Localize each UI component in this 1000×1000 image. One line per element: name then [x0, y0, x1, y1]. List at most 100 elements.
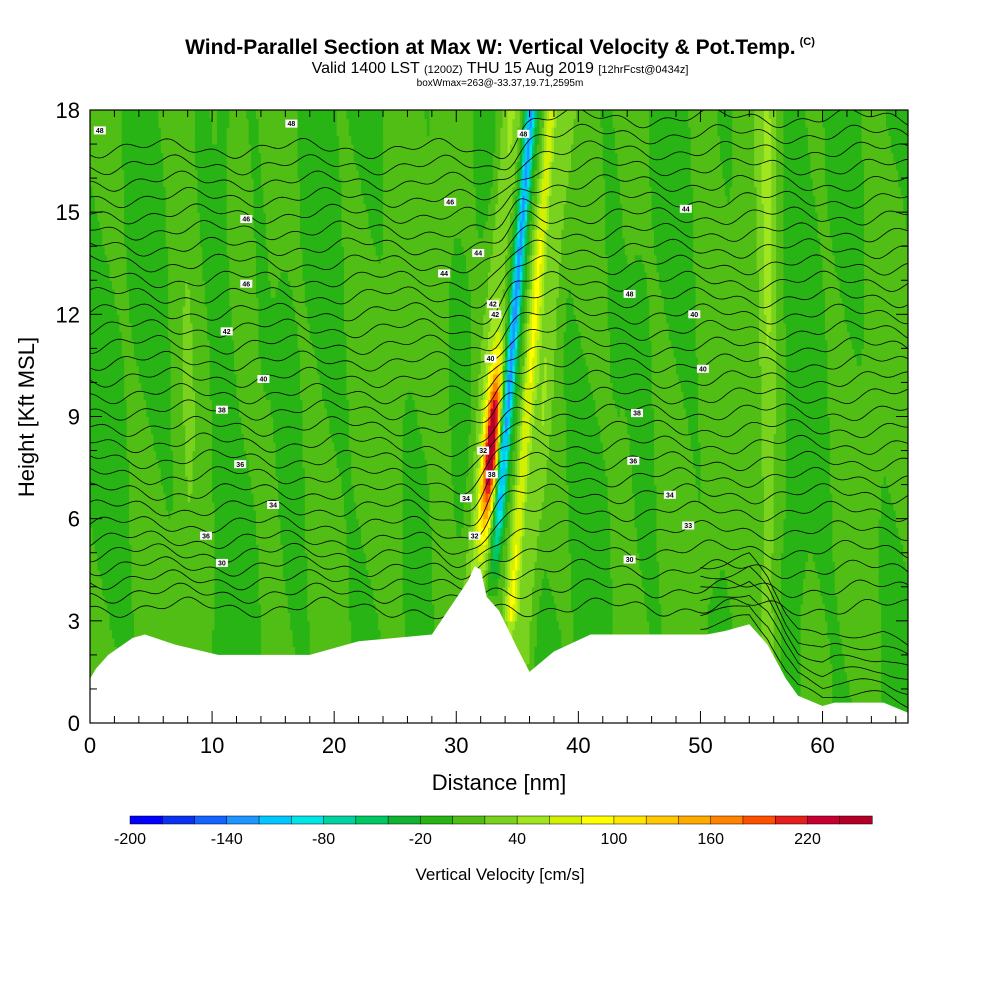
- contour-label: 40: [699, 366, 707, 373]
- contour-label-bg: [267, 501, 280, 509]
- contour-label: 42: [223, 329, 231, 336]
- contour-label: 36: [202, 533, 210, 540]
- forecast-info: [12hrFcst@0434z]: [598, 64, 688, 76]
- y-axis-label: Height [Kft MSL]: [14, 337, 39, 497]
- theta-contour: [90, 403, 908, 457]
- contour-label: 40: [487, 356, 495, 363]
- contour-label: 36: [629, 458, 637, 465]
- colorbar-swatch: [516, 815, 550, 825]
- colorbar-swatch: [258, 815, 292, 825]
- colorbar-swatch: [420, 815, 454, 825]
- theta-contour: [90, 157, 908, 209]
- theta-contour: [90, 386, 908, 437]
- contour-label: 33: [684, 523, 692, 530]
- contour-label: 46: [242, 217, 250, 224]
- box-wmax-info: boxWmax=263@-33.37,19.71,2595m: [0, 78, 1000, 89]
- contour-label-bg: [240, 215, 253, 223]
- contour-label-bg: [220, 327, 233, 336]
- x-tick-label: 30: [444, 733, 468, 758]
- contour-label: 48: [96, 128, 104, 135]
- terrain: [90, 566, 908, 723]
- theta-contours: [90, 110, 908, 708]
- contour-label: 46: [446, 200, 454, 207]
- chart-title: Wind-Parallel Section at Max W: Vertical…: [0, 36, 1000, 60]
- theta-contour: [90, 450, 908, 512]
- chart-title-text: Wind-Parallel Section at Max W: Vertical…: [185, 36, 796, 59]
- theta-contour: [700, 605, 908, 695]
- contour-label-bg: [623, 289, 636, 298]
- colorbar-tick-label: 40: [508, 831, 526, 848]
- theta-contour: [90, 352, 908, 405]
- theta-contour: [700, 614, 908, 708]
- colorbar-label: Vertical Velocity [cm/s]: [415, 865, 584, 884]
- colorbar-swatch: [710, 815, 744, 825]
- contour-label-bg: [679, 204, 692, 213]
- colorbar-swatch: [645, 815, 679, 825]
- contour-label-bg: [688, 310, 701, 319]
- contour-label-bg: [623, 555, 636, 564]
- theta-contour: [90, 539, 908, 580]
- contour-label-bg: [444, 197, 457, 206]
- theta-contour: [90, 206, 908, 257]
- contour-label-bg: [234, 460, 247, 469]
- theta-contour: [90, 174, 908, 225]
- contour-label-bg: [682, 521, 695, 530]
- theta-contour: [90, 483, 908, 539]
- contour-label-bg: [285, 119, 298, 128]
- copyright-mark: (C): [800, 36, 815, 48]
- contour-label-bg: [663, 490, 676, 499]
- contour-label-bg: [489, 310, 502, 319]
- colorbar-swatch: [226, 815, 260, 825]
- theta-contour: [90, 319, 908, 372]
- contour-label: 30: [626, 557, 634, 564]
- contour-label: 30: [218, 561, 226, 568]
- contour-label: 34: [269, 503, 277, 510]
- theta-contour: [90, 336, 908, 388]
- y-tick-label: 6: [68, 507, 80, 532]
- colorbar-tick-label: -20: [409, 831, 432, 848]
- colorbar-swatch: [581, 815, 615, 825]
- contour-label-bg: [468, 531, 481, 540]
- theta-contour: [90, 303, 908, 355]
- terrain-surface: [90, 566, 908, 723]
- y-tick-label: 18: [56, 98, 80, 123]
- colorbar-swatch: [387, 815, 421, 825]
- colorbar-swatch: [484, 815, 518, 825]
- valid-time-line: Valid 1400 LST (1200Z) THU 15 Aug 2019 […: [0, 60, 1000, 78]
- contour-label-bg: [477, 446, 490, 455]
- colorbar-swatch: [774, 815, 809, 825]
- colorbar-tick-label: 220: [794, 831, 821, 848]
- colorbar-swatch: [291, 815, 325, 825]
- colorbar-swatch: [452, 815, 486, 825]
- contour-label-bg: [200, 531, 212, 540]
- contour-label-bg: [627, 456, 640, 465]
- y-tick-label: 15: [56, 200, 80, 225]
- colorbar: -200 -140 -80 -20 40 100 160 220: [114, 815, 873, 848]
- colorbar-swatch: [839, 815, 873, 825]
- contour-label: 32: [479, 448, 487, 455]
- contour-label: 46: [242, 281, 250, 288]
- contour-label-bg: [438, 269, 451, 278]
- valid-z-time: (1200Z): [424, 64, 463, 76]
- y-tick-label: 3: [68, 609, 80, 634]
- contour-label: 44: [440, 271, 448, 278]
- contour-label-bg: [486, 300, 499, 309]
- contour-label-bg: [472, 249, 485, 257]
- contour-label: 36: [236, 462, 244, 469]
- colorbar-swatch: [742, 815, 776, 825]
- contour-label: 48: [626, 292, 634, 299]
- contour-label: 44: [682, 206, 690, 213]
- theta-contour: [90, 596, 908, 620]
- contour-label: 48: [288, 121, 296, 128]
- contour-label: 42: [489, 302, 497, 309]
- contour-label-bg: [215, 558, 228, 567]
- colorbar-swatch: [323, 815, 357, 825]
- colorbar-tick-label: 100: [601, 831, 628, 848]
- contour-label: 32: [471, 533, 479, 540]
- theta-contour: [90, 123, 908, 176]
- theta-contour: [90, 110, 908, 160]
- colorbar-tick-label: 160: [697, 831, 724, 848]
- colorbar-swatch: [613, 815, 647, 825]
